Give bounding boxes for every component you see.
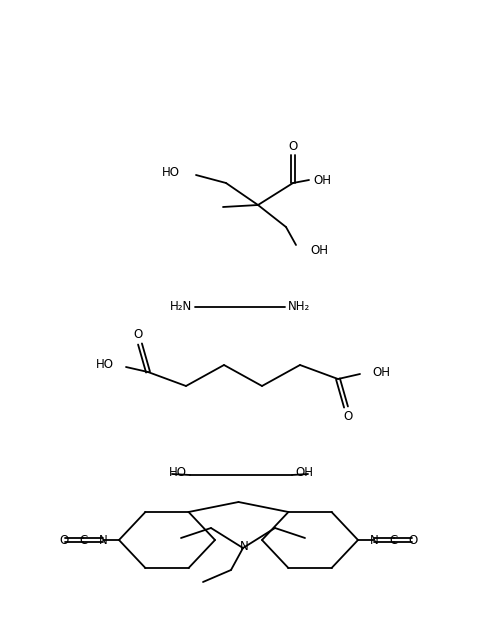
Text: N: N xyxy=(370,533,378,546)
Text: O: O xyxy=(59,533,69,546)
Text: HO: HO xyxy=(169,466,187,479)
Text: HO: HO xyxy=(96,358,114,371)
Text: C: C xyxy=(390,533,398,546)
Text: H₂N: H₂N xyxy=(170,301,192,314)
Text: O: O xyxy=(133,329,143,342)
Text: N: N xyxy=(240,541,248,554)
Text: O: O xyxy=(343,409,353,422)
Text: OH: OH xyxy=(310,244,328,257)
Text: N: N xyxy=(99,533,107,546)
Text: HO: HO xyxy=(162,167,180,180)
Text: OH: OH xyxy=(295,466,313,479)
Text: OH: OH xyxy=(313,174,331,187)
Text: NH₂: NH₂ xyxy=(288,301,310,314)
Text: C: C xyxy=(79,533,87,546)
Text: O: O xyxy=(409,533,418,546)
Text: O: O xyxy=(288,140,298,153)
Text: OH: OH xyxy=(372,366,390,378)
